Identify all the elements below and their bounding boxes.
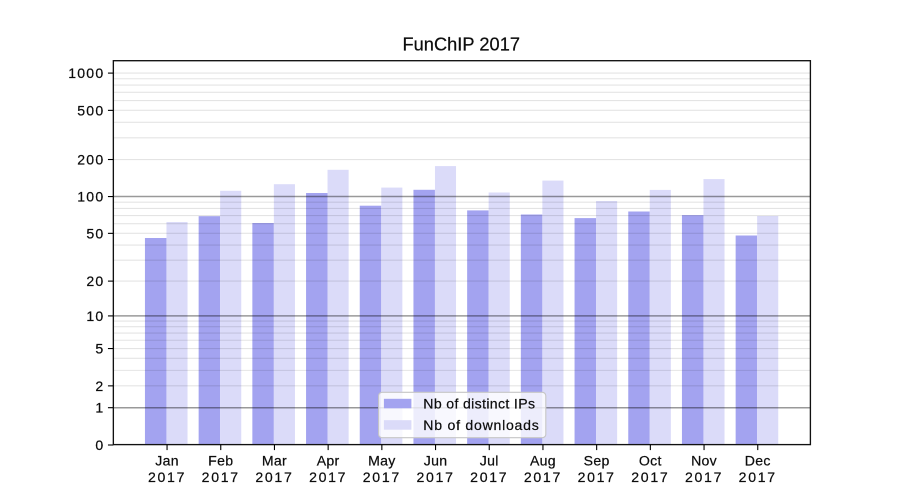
svg-text:FunChIP 2017: FunChIP 2017: [402, 35, 520, 55]
svg-text:2017: 2017: [416, 469, 454, 485]
svg-text:Jan: Jan: [155, 453, 179, 469]
svg-text:2017: 2017: [309, 469, 347, 485]
svg-text:100: 100: [77, 188, 104, 204]
svg-text:Jun: Jun: [424, 453, 448, 469]
svg-text:Nb of distinct IPs: Nb of distinct IPs: [423, 395, 535, 411]
svg-text:Apr: Apr: [317, 453, 340, 469]
svg-text:Nb of downloads: Nb of downloads: [423, 417, 539, 433]
svg-text:2017: 2017: [255, 469, 293, 485]
svg-text:5: 5: [95, 340, 104, 356]
svg-text:2017: 2017: [631, 469, 669, 485]
svg-text:2017: 2017: [739, 469, 777, 485]
svg-text:Oct: Oct: [639, 453, 662, 469]
svg-text:1000: 1000: [68, 65, 104, 81]
svg-text:May: May: [368, 453, 396, 469]
svg-text:2017: 2017: [363, 469, 401, 485]
svg-text:200: 200: [77, 151, 104, 167]
svg-text:50: 50: [86, 225, 104, 241]
svg-text:20: 20: [86, 273, 104, 289]
svg-text:Nov: Nov: [691, 453, 717, 469]
svg-text:2017: 2017: [685, 469, 723, 485]
svg-text:2017: 2017: [470, 469, 508, 485]
svg-text:Sep: Sep: [584, 453, 610, 469]
svg-text:2017: 2017: [148, 469, 186, 485]
svg-text:2017: 2017: [524, 469, 562, 485]
svg-text:2017: 2017: [202, 469, 240, 485]
svg-text:2: 2: [95, 378, 104, 394]
svg-text:Mar: Mar: [262, 453, 287, 469]
svg-text:Dec: Dec: [745, 453, 771, 469]
svg-text:Aug: Aug: [530, 453, 556, 469]
svg-text:2017: 2017: [578, 469, 616, 485]
svg-text:0: 0: [95, 437, 104, 453]
svg-text:10: 10: [86, 308, 104, 324]
svg-text:Feb: Feb: [208, 453, 233, 469]
svg-text:1: 1: [95, 400, 104, 416]
svg-text:Jul: Jul: [480, 453, 499, 469]
svg-text:500: 500: [77, 102, 104, 118]
